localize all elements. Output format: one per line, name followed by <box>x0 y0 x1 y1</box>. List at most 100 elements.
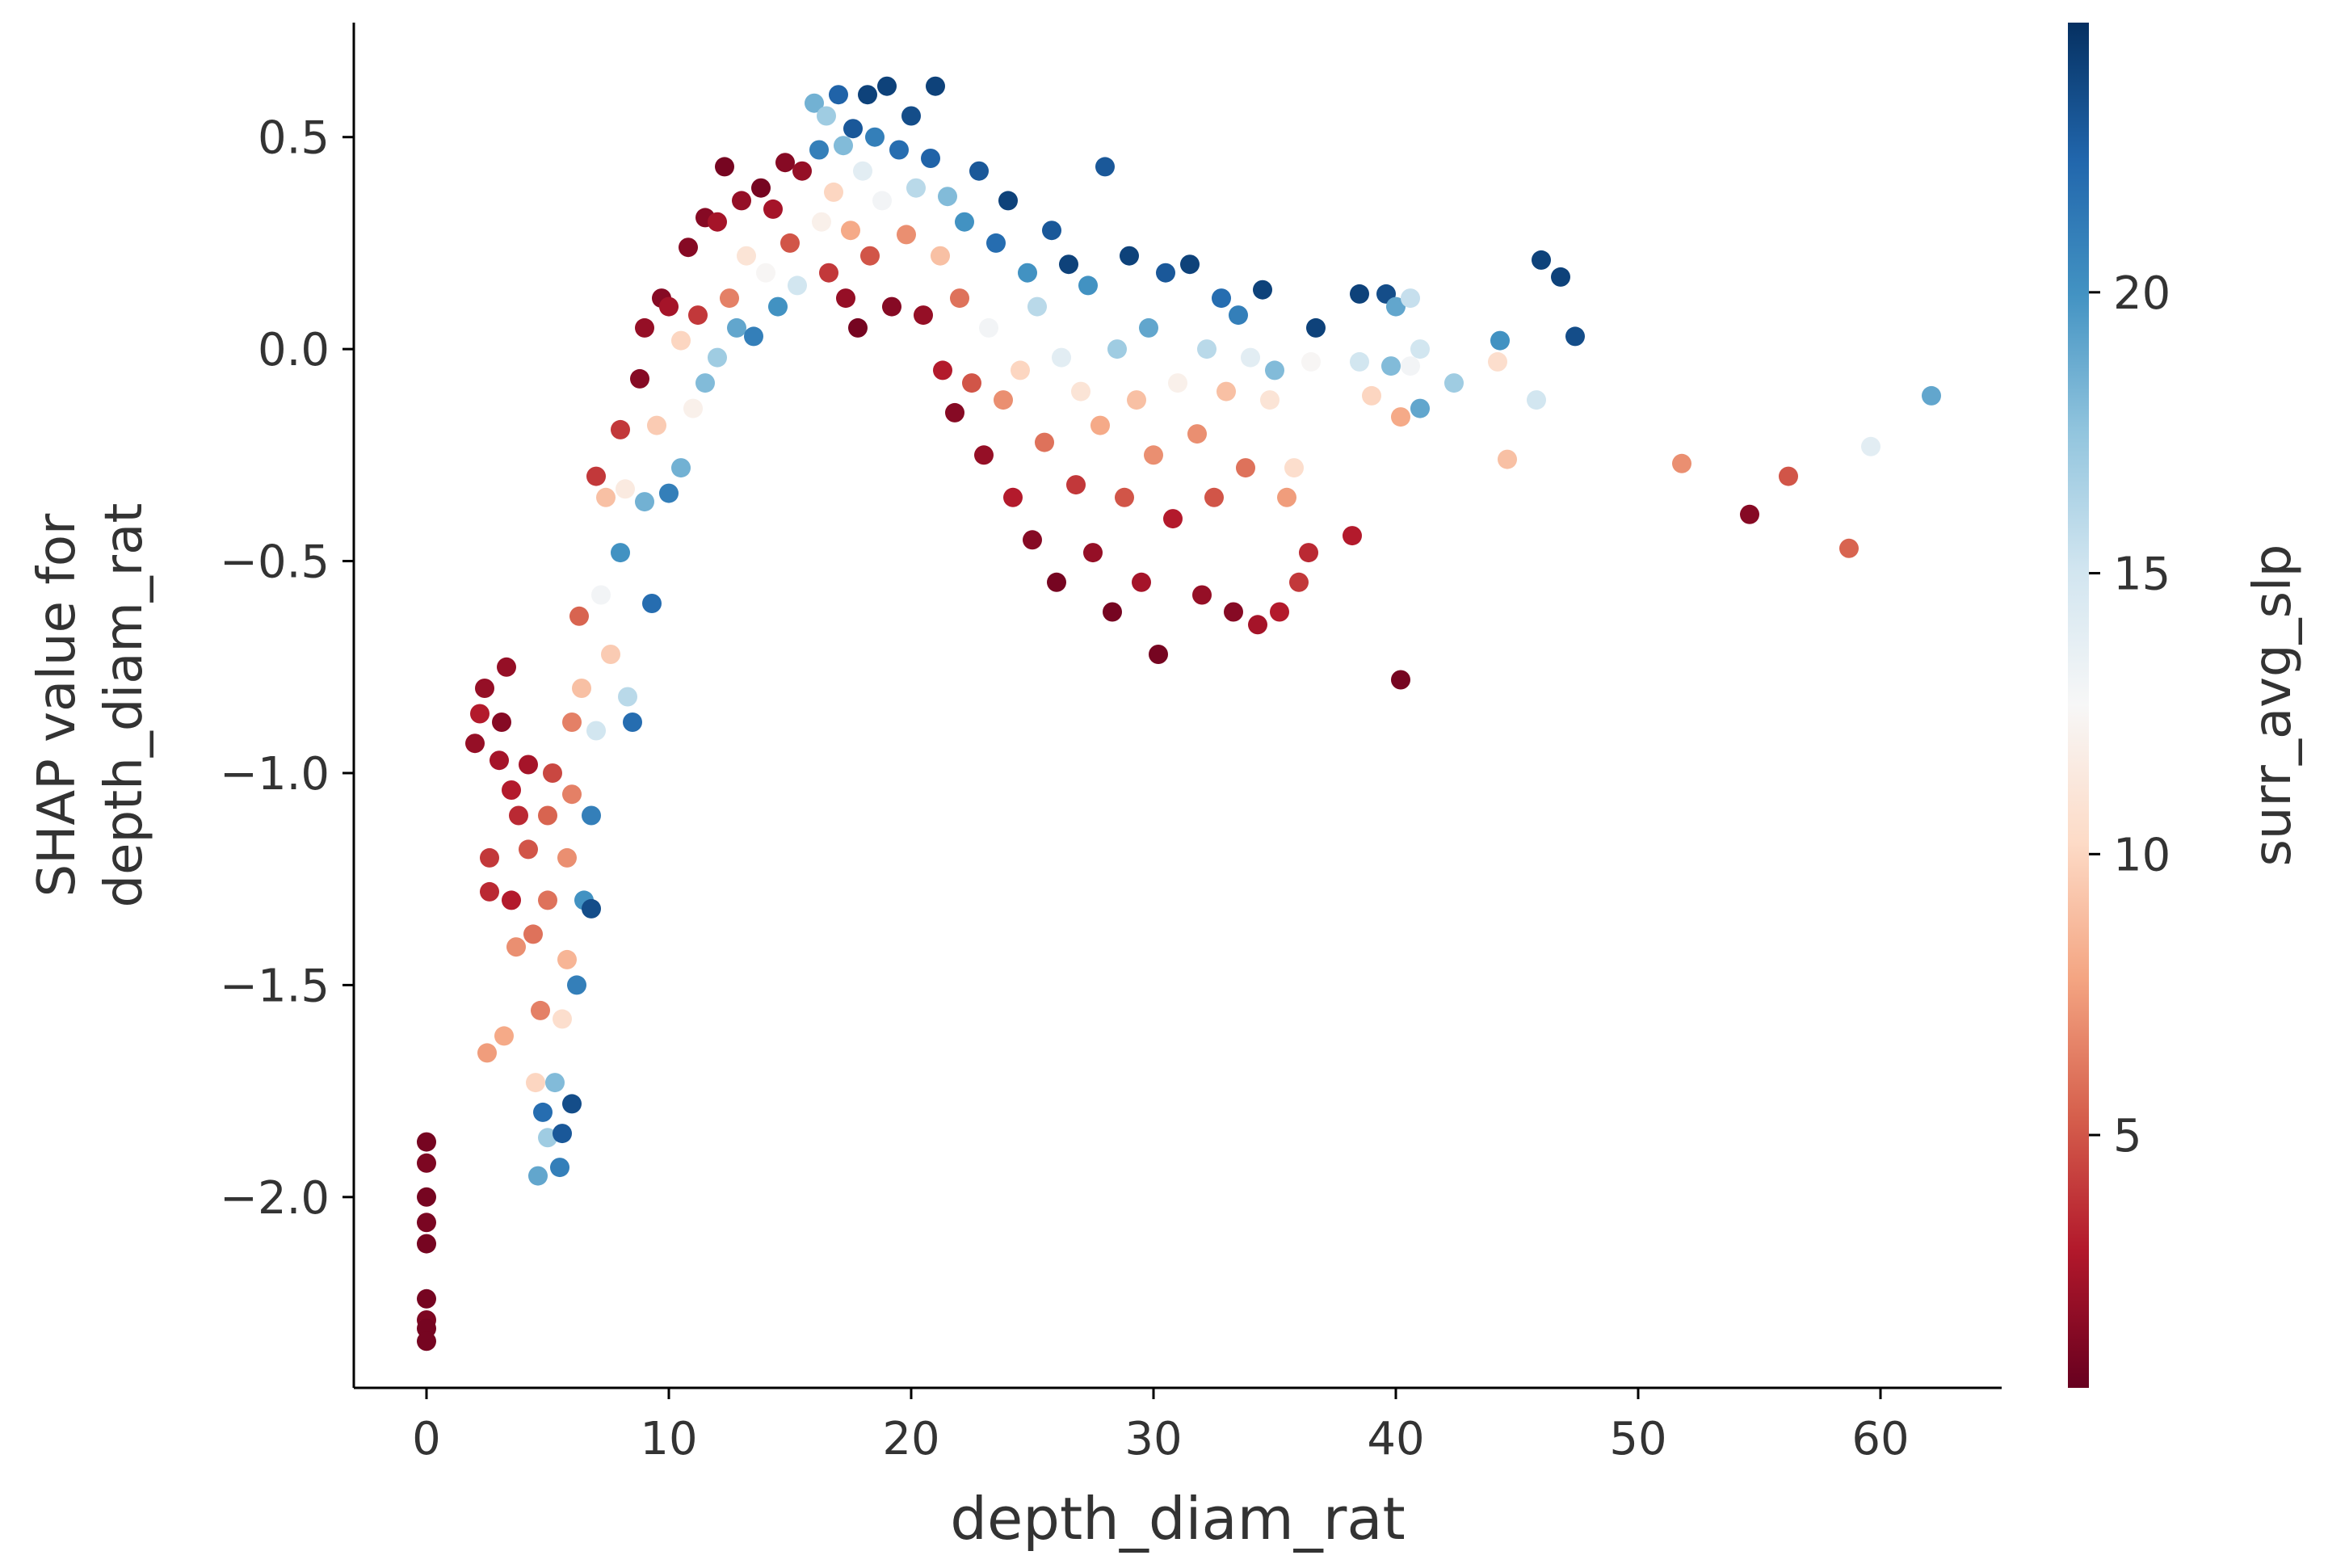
data-point <box>417 1234 436 1254</box>
data-point <box>817 106 836 126</box>
data-point <box>1204 487 1224 507</box>
data-point <box>688 305 708 326</box>
data-point <box>732 191 751 211</box>
data-point <box>1260 390 1280 410</box>
data-point <box>1236 458 1255 478</box>
data-point <box>417 1153 436 1173</box>
y-tick-label: 0.5 <box>258 112 330 165</box>
data-point <box>562 713 582 732</box>
data-point <box>1270 602 1289 622</box>
colorbar-tick-label: 10 <box>2113 829 2170 881</box>
data-point <box>858 85 877 105</box>
data-point <box>611 419 630 439</box>
data-point <box>557 847 577 868</box>
data-point <box>962 373 981 393</box>
data-point <box>618 687 637 707</box>
scatter-points <box>417 76 1941 1352</box>
data-point <box>1149 645 1168 664</box>
data-point <box>926 76 945 96</box>
data-point <box>751 178 771 198</box>
data-point <box>1217 381 1236 401</box>
data-point <box>526 1073 545 1093</box>
data-point <box>1163 509 1183 529</box>
colorbar: 5 10 15 20 <box>2068 23 2170 1388</box>
data-point <box>1391 407 1410 427</box>
y-tick-label: 0.0 <box>258 324 330 376</box>
data-point <box>477 1043 497 1063</box>
data-point <box>775 153 795 173</box>
data-point <box>519 839 538 860</box>
data-point <box>950 288 969 309</box>
x-tick-label: 50 <box>1609 1413 1666 1465</box>
data-point <box>679 238 698 258</box>
data-point <box>1350 351 1369 372</box>
data-point <box>1410 398 1430 418</box>
data-point <box>470 704 490 724</box>
data-point <box>1120 246 1139 266</box>
data-point <box>708 347 727 368</box>
data-point <box>1023 530 1042 550</box>
data-point <box>829 85 848 105</box>
y-axis-ticks: 0.5 0.0 −0.5 −1.0 −1.5 −2.0 <box>220 112 354 1225</box>
data-point <box>812 212 831 232</box>
data-point <box>986 233 1006 253</box>
data-point <box>1401 288 1420 309</box>
data-point <box>720 288 739 309</box>
data-point <box>509 805 528 826</box>
data-point <box>877 76 897 96</box>
data-point <box>1490 330 1510 351</box>
data-point <box>974 445 994 465</box>
data-point <box>938 187 957 207</box>
data-point <box>836 288 855 309</box>
data-point <box>1127 390 1146 410</box>
data-point <box>1003 487 1023 507</box>
colorbar-gradient <box>2068 23 2089 1388</box>
data-point <box>1565 326 1585 347</box>
data-point <box>659 483 679 503</box>
data-point <box>1301 351 1321 372</box>
data-point <box>480 847 499 868</box>
data-point <box>1488 351 1507 372</box>
data-point <box>531 1000 550 1020</box>
data-point <box>417 1288 436 1309</box>
data-point <box>635 317 654 338</box>
data-point <box>1861 436 1880 456</box>
data-point <box>792 161 812 181</box>
data-point <box>841 221 860 241</box>
data-point <box>931 246 950 266</box>
data-point <box>1253 280 1272 300</box>
data-point <box>671 330 691 351</box>
data-point <box>502 780 521 800</box>
data-point <box>1498 449 1517 469</box>
data-point <box>490 750 509 771</box>
data-point <box>1132 572 1151 592</box>
data-point <box>553 1124 572 1144</box>
data-point <box>1168 373 1187 393</box>
data-point <box>1115 487 1134 507</box>
data-point <box>538 890 557 910</box>
data-point <box>1381 356 1401 376</box>
data-point <box>955 212 974 232</box>
data-point <box>616 479 635 499</box>
data-point <box>659 296 679 317</box>
data-point <box>1306 317 1326 338</box>
data-point <box>1156 263 1175 283</box>
data-point <box>860 246 880 266</box>
data-point <box>763 199 783 219</box>
x-tick-label: 30 <box>1124 1413 1182 1465</box>
data-point <box>865 127 885 147</box>
data-point <box>683 398 703 418</box>
data-point <box>492 713 511 732</box>
data-point <box>465 734 485 754</box>
data-point <box>1059 254 1078 275</box>
data-point <box>1066 475 1086 495</box>
data-point <box>502 890 521 910</box>
data-point <box>1047 572 1066 592</box>
data-point <box>550 1158 569 1178</box>
data-point <box>1839 538 1859 558</box>
data-point <box>569 606 589 626</box>
plot-axes <box>352 23 2002 1389</box>
colorbar-tick-label: 20 <box>2113 267 2170 320</box>
data-point <box>1035 432 1054 452</box>
data-point <box>882 296 901 317</box>
